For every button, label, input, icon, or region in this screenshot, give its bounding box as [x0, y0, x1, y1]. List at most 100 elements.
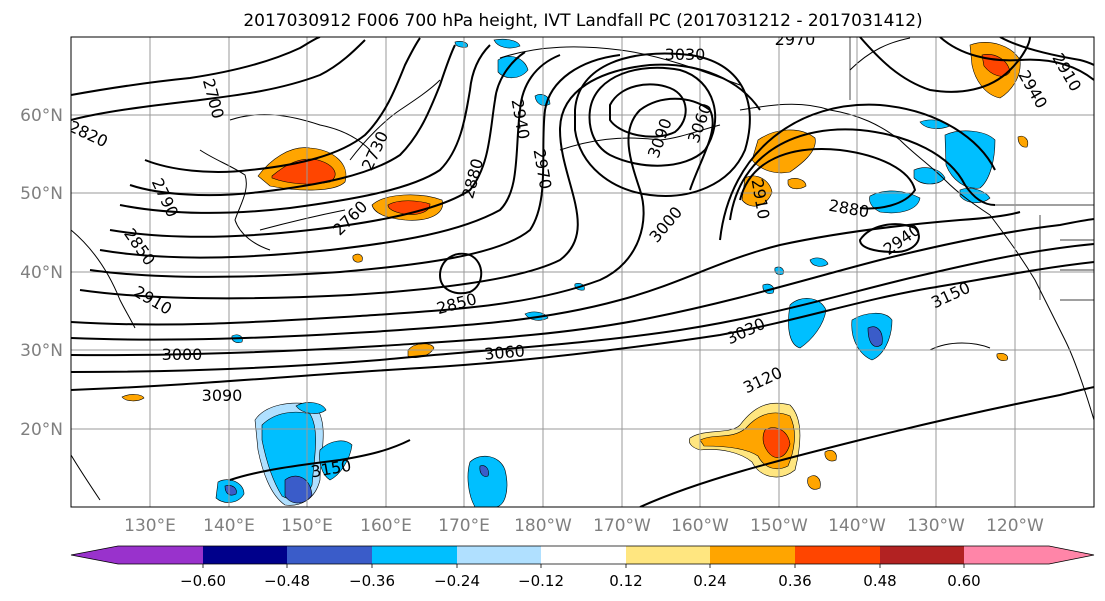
height-contour [858, 223, 920, 254]
lon-tick-label: 140°W [828, 516, 886, 536]
height-contour [229, 439, 411, 481]
contour-label: 2970 [775, 30, 816, 49]
colorbar-segment [626, 546, 710, 564]
ivt-negative-region [467, 455, 508, 507]
contour-label: 3030 [665, 45, 706, 64]
height-contour [609, 83, 687, 138]
height-contour [71, 261, 1094, 391]
colorbar-segment [795, 546, 880, 564]
colorbar-extend-min [71, 546, 118, 564]
height-contour [438, 252, 483, 295]
colorbar-tick-label: −0.12 [518, 572, 564, 590]
lon-tick-label: 160°E [360, 516, 412, 536]
height-contour [999, 37, 1094, 66]
lon-tick-labels: 130°E 140°E 150°E 160°E 170°E 180°W 170°… [124, 516, 1044, 536]
map-frame [70, 36, 1095, 508]
height-contour [71, 37, 321, 96]
height-contour [574, 52, 751, 197]
lat-tick-label: 20°N [20, 420, 63, 440]
colorbar-segment [964, 546, 1049, 564]
lon-tick-label: 160°W [671, 516, 729, 536]
lon-tick-label: 140°E [203, 516, 255, 536]
colorbar-tick-label: 0.36 [778, 572, 811, 590]
height-contour [739, 148, 917, 210]
colorbar: −0.60 −0.48 −0.36 −0.24 −0.12 0.12 0.24 … [70, 545, 1095, 590]
lat-tick-labels: 60°N 50°N 40°N 30°N 20°N [20, 106, 63, 440]
ivt-negative-region [284, 475, 313, 504]
lon-tick-label: 130°W [907, 516, 965, 536]
colorbar-segment [710, 546, 795, 564]
ivt-negative-region [809, 257, 829, 267]
height-contour [71, 39, 366, 121]
lat-tick-label: 60°N [20, 106, 63, 126]
lon-tick-label: 120°W [986, 516, 1044, 536]
contour-label: 3060 [483, 341, 525, 363]
colorbar-extend-max [1049, 546, 1094, 564]
ivt-positive-region [807, 475, 821, 490]
height-contour [859, 37, 1031, 93]
colorbar-tick-label: 0.48 [863, 572, 896, 590]
ivt-positive-region [824, 450, 837, 462]
lon-tick-label: 180°W [514, 516, 572, 536]
ivt-negative-region [295, 402, 327, 414]
ivt-positive-region [787, 178, 807, 190]
lat-tick-label: 30°N [20, 341, 63, 361]
colorbar-tick-label: 0.24 [693, 572, 726, 590]
colorbar-segment [118, 546, 203, 564]
colorbar-segment [372, 546, 457, 564]
ivt-negative-region [788, 298, 827, 349]
height-contour [71, 97, 714, 326]
colorbar-segment [203, 546, 287, 564]
height-contour [939, 37, 1094, 81]
ivt-negative-region [479, 465, 489, 477]
figure-title: 2017030912 F006 700 hPa height, IVT Land… [243, 11, 922, 31]
ivt-negative-region [867, 326, 883, 347]
height-contours [71, 37, 1094, 507]
height-contour [729, 128, 996, 221]
coastline [849, 37, 911, 71]
lon-tick-label: 130°E [124, 516, 176, 536]
lon-tick-label: 150°E [281, 516, 333, 536]
height-contour [71, 211, 1021, 341]
height-contour [89, 54, 621, 278]
contour-labels: 2700 2820 2790 2850 2910 3000 3090 3150 … [71, 30, 1085, 481]
colorbar-tick-label: −0.48 [264, 572, 310, 590]
colorbar-tick-label: −0.36 [349, 572, 395, 590]
height-contour [99, 54, 561, 259]
coastline [199, 149, 271, 251]
contour-label: 3000 [162, 345, 203, 364]
political-borders [849, 37, 1094, 301]
lon-tick-label: 170°W [593, 516, 651, 536]
height-contour [129, 44, 456, 197]
ivt-positive-region [121, 394, 145, 402]
lon-tick-label: 150°W [750, 516, 808, 536]
colorbar-segment [541, 546, 626, 564]
height-contour [719, 103, 996, 241]
colorbar-tick-label: −0.24 [434, 572, 480, 590]
coastline [71, 454, 101, 501]
ivt-negative-region [493, 38, 521, 49]
coastline [559, 124, 721, 151]
colorbar-tick-label: −0.60 [180, 572, 226, 590]
height-contour [119, 44, 491, 214]
height-contour [639, 386, 1094, 507]
coastline [259, 209, 346, 231]
colorbar-tick-label: 0.60 [947, 572, 980, 590]
ivt-negative-region [913, 167, 946, 185]
colorbar-segment [880, 546, 964, 564]
height-contour [588, 66, 717, 167]
colorbar-tick-label: 0.12 [609, 572, 642, 590]
coastline [929, 342, 991, 351]
coastline [71, 229, 136, 329]
colorbar-outline [70, 545, 1095, 565]
coastline [989, 214, 1094, 421]
contour-label: 3090 [202, 386, 243, 405]
lon-tick-label: 170°E [438, 516, 490, 536]
ivt-positive-region [1017, 135, 1029, 148]
map-panel: 2700 2820 2790 2850 2910 3000 3090 3150 … [71, 30, 1094, 507]
lat-tick-label: 50°N [20, 184, 63, 204]
coastline [349, 79, 441, 161]
colorbar-segment [457, 546, 541, 564]
colorbar-segment [287, 546, 372, 564]
